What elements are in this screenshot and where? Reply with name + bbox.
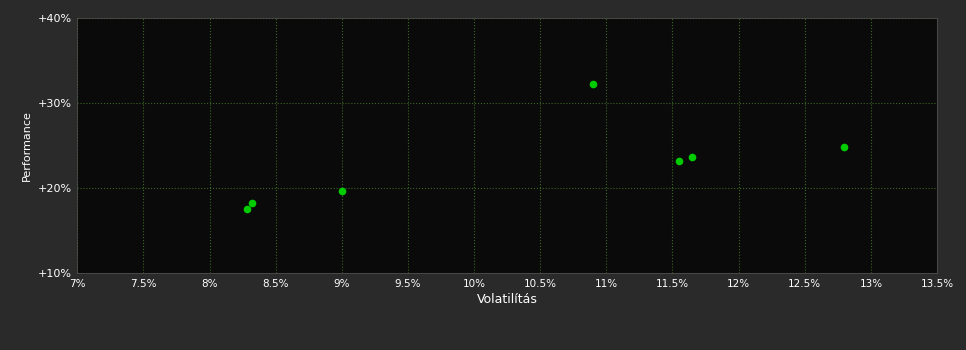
Y-axis label: Performance: Performance — [22, 110, 32, 181]
X-axis label: Volatilítás: Volatilítás — [476, 293, 538, 306]
